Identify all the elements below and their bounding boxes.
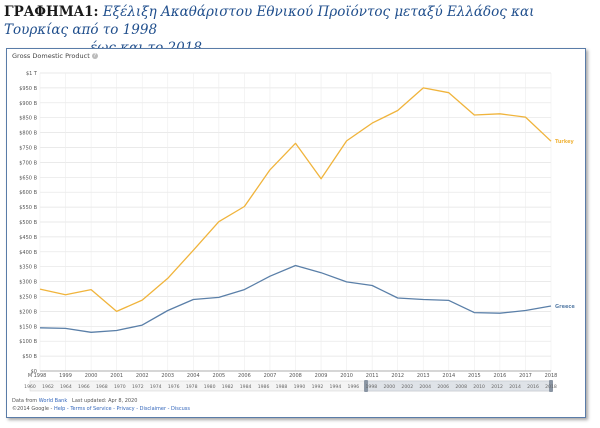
y-tick-label: $450 B [19,235,37,241]
caption-line-1: ΓΡΑΦΗΜΑ1: Εξέλιξη Ακαθάριστου Εθνικού Πρ… [4,3,596,39]
help-icon[interactable]: ? [91,53,98,59]
x-tick-label: 2015 [468,373,481,379]
chart-frame: Gross Domestic Product? $0 $50 B $100 B $15… [6,48,586,418]
y-tick-label: $500 B [19,220,37,226]
series-line-turkey [39,87,552,313]
series-label-turkey: Turkey [555,139,574,145]
slider-year-label: 1980 [204,384,216,390]
footer-source-prefix: Data from [12,398,38,404]
slider-year-label: 1982 [222,384,234,390]
y-tick-label: $550 B [19,205,37,211]
x-tick-label: 2000 [85,373,98,379]
y-tick-label: $100 B [19,339,37,345]
x-tick-label: 2016 [494,373,507,379]
slider-year-label: 2016 [527,384,539,390]
slider-year-label: 1976 [168,384,180,390]
slider-year-label: 2018 [545,384,557,390]
y-tick-label: $400 B [19,250,37,256]
footer-links: ©2014 Google - Help - Terms of Service -… [12,406,190,412]
slider-year-label: 1998 [365,384,377,390]
slider-year-label: 2010 [473,384,485,390]
series-line-greece [39,264,552,333]
slider-year-label: 1962 [42,384,54,390]
caption-text-1: Εξέλιξη Ακαθάριστου Εθνικού Προϊόντος με… [4,4,535,38]
x-tick-label: 2001 [110,373,123,379]
slider-year-label: 1964 [60,384,72,390]
slider-year-label: 1984 [240,384,252,390]
x-tick-label: 2007 [264,373,277,379]
chart-title: Gross Domestic Product [12,52,90,60]
y-tick-label: $250 B [19,295,37,301]
x-tick-label: 2010 [340,373,353,379]
slider-year-label: 1986 [258,384,270,390]
range-slider-right-handle[interactable] [549,380,553,392]
slider-year-label: 1960 [24,384,36,390]
slider-year-label: 1970 [114,384,126,390]
x-tick-label: 2003 [161,373,174,379]
slider-year-label: 1994 [330,384,342,390]
slider-year-label: 1988 [276,384,288,390]
footer-updated: Last updated: Apr 8, 2020 [72,398,138,404]
y-tick-label: $350 B [19,265,37,271]
x-tick-label: 2006 [238,373,251,379]
x-tick-label: 2008 [289,373,302,379]
y-tick-label: $900 B [19,101,37,107]
y-tick-label: $300 B [19,280,37,286]
slider-year-label: 1972 [132,384,144,390]
slider-year-label: 2000 [383,384,395,390]
x-tick-label: 2005 [212,373,225,379]
footer-copyright: ©2014 Google - [12,406,53,412]
y-tick-label: $650 B [19,175,37,181]
x-tick-label: 2013 [417,373,430,379]
y-tick-label: $850 B [19,116,37,122]
y-tick-label: $200 B [19,309,37,315]
chart-header: Gross Domestic Product? [12,52,98,60]
x-tick-label: M [28,373,32,379]
range-slider-left-handle[interactable] [364,380,369,392]
series-label-greece: Greece [555,304,575,310]
slider-year-label: 1974 [150,384,162,390]
y-tick-label: $700 B [19,160,37,166]
slider-year-label: 1968 [96,384,108,390]
slider-year-label: 1990 [294,384,306,390]
slider-year-label: 1992 [312,384,324,390]
y-tick-label: $950 B [19,86,37,92]
y-tick-label: $600 B [19,190,37,196]
world-bank-link[interactable]: World Bank [38,398,68,404]
x-tick-label: 2002 [136,373,149,379]
x-tick-label: 2004 [187,373,200,379]
y-tick-label: $150 B [19,324,37,330]
gdp-line-chart: $0 $50 B $100 B $150 B $200 B $250 B $300 B $35… [19,71,575,392]
x-tick-label: 2014 [442,373,455,379]
slider-year-label: 2008 [455,384,467,390]
y-tick-label: $750 B [19,146,37,152]
slider-year-label: 2012 [491,384,503,390]
x-tick-label: 2017 [519,373,532,379]
x-tick-label: 2009 [315,373,328,379]
x-tick-label: 1998 [34,373,47,379]
footer-source: Data from World Bank Last updated: Apr 8… [12,398,137,404]
slider-year-label: 1978 [186,384,198,390]
slider-year-label: 2002 [401,384,413,390]
caption-label: ΓΡΑΦΗΜΑ1: [4,4,99,20]
footer-nav-links[interactable]: Help - Terms of Service - Privacy - Disc… [53,406,190,412]
x-tick-label: 2012 [391,373,404,379]
slider-year-label: 2006 [437,384,449,390]
y-tick-label: $0 [31,369,37,375]
y-tick-label: $800 B [19,131,37,137]
y-tick-label: $1 T [26,71,38,77]
slider-year-label: 2014 [509,384,521,390]
y-tick-label: $50 B [22,354,37,360]
x-tick-label: 2011 [366,373,379,379]
x-tick-label: 1999 [59,373,72,379]
slider-year-label: 1996 [348,384,360,390]
x-tick-label: 2018 [545,373,558,379]
slider-year-label: 2004 [419,384,431,390]
slider-year-label: 1966 [78,384,90,390]
